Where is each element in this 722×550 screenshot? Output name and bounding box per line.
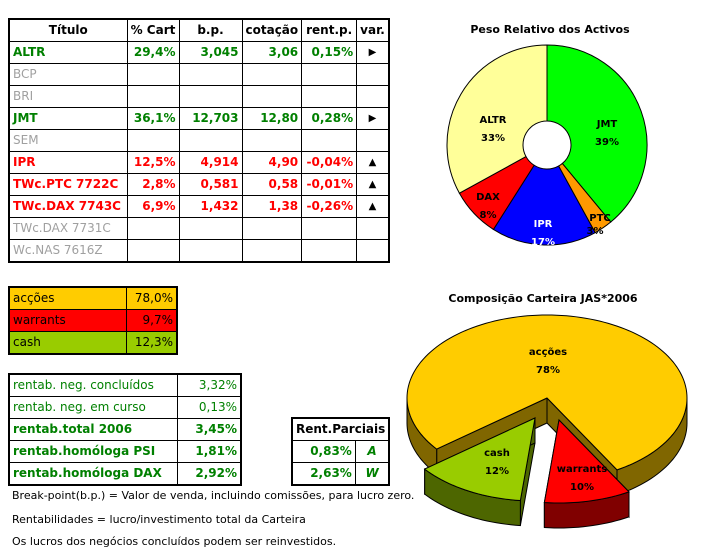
table-row: BCP bbox=[8, 63, 390, 86]
cell-bp: 12,703 bbox=[178, 107, 243, 130]
cell-cart: 29,4% bbox=[126, 41, 180, 64]
pie-slice-dax bbox=[458, 155, 535, 231]
slice-label: cash bbox=[484, 448, 510, 459]
allocation-table: acções 78,0% warrants 9,7% cash 12,3% bbox=[8, 286, 178, 355]
rentability-value: 3,32% bbox=[176, 373, 242, 397]
rentability-value: 1,81% bbox=[176, 440, 242, 463]
allocation-value: 78,0% bbox=[125, 286, 178, 310]
cell-bp bbox=[178, 239, 243, 263]
partial-returns-table: Rent.Parciais 0,83% A 2,63% W bbox=[291, 417, 391, 486]
allocation-label: cash bbox=[8, 331, 127, 355]
slice-percent: 12% bbox=[485, 466, 509, 477]
table-row: BRI bbox=[8, 85, 390, 108]
partial-value: 2,63% bbox=[291, 462, 356, 486]
rentability-label: rentab.homóloga DAX bbox=[8, 462, 178, 486]
slice-percent: 78% bbox=[536, 365, 560, 376]
rentability-table: rentab. neg. concluídos 3,32% rentab. neg.… bbox=[8, 373, 242, 486]
rentability-row: rentab.homóloga PSI 1,81% bbox=[8, 440, 242, 463]
slice-label: PTC bbox=[589, 213, 611, 224]
rentability-row: rentab. neg. em curso 0,13% bbox=[8, 396, 242, 419]
slice-label: warrants bbox=[557, 464, 607, 475]
allocation-row: cash 12,3% bbox=[8, 331, 178, 355]
rentability-label: rentab.homóloga PSI bbox=[8, 440, 178, 463]
slice-percent: 10% bbox=[570, 482, 594, 493]
table-row: SEM bbox=[8, 129, 390, 152]
rentability-label: rentab.total 2006 bbox=[8, 418, 178, 441]
pie3d-slice-cash bbox=[423, 417, 536, 527]
slice-label: IPR bbox=[534, 219, 553, 230]
allocation-label: acções bbox=[8, 286, 127, 310]
slice-percent: 8% bbox=[480, 210, 497, 221]
slice-label: JMT bbox=[596, 119, 618, 130]
slice-percent: 39% bbox=[595, 137, 619, 148]
column-header: rent.p. bbox=[301, 18, 358, 42]
cell-bp: 0,581 bbox=[178, 173, 243, 196]
rentability-row: rentab. neg. concluídos 3,32% bbox=[8, 373, 242, 397]
partial-row: 2,63% W bbox=[291, 462, 390, 486]
allocation-value: 9,7% bbox=[125, 309, 178, 332]
security-title: Wc.NAS 7616Z bbox=[8, 239, 128, 263]
cell-cot: 3,06 bbox=[241, 41, 303, 64]
allocation-row: warrants 9,7% bbox=[8, 309, 178, 332]
rentability-value: 3,45% bbox=[176, 418, 242, 441]
allocation-label: warrants bbox=[8, 309, 127, 332]
rentability-row: rentab.total 2006 3,45% bbox=[8, 418, 242, 441]
variation-icon bbox=[356, 217, 390, 240]
slice-percent: 3% bbox=[587, 226, 604, 237]
partial-tag: W bbox=[354, 462, 390, 486]
cell-cart: 6,9% bbox=[126, 195, 180, 218]
cell-rent: 0,15% bbox=[301, 41, 358, 64]
security-title: TWc.DAX 7731C bbox=[8, 217, 128, 240]
table-row: Wc.NAS 7616Z bbox=[8, 239, 390, 263]
slice-label: acções bbox=[529, 347, 567, 358]
partial-row: 0,83% A bbox=[291, 440, 390, 463]
chart-title: Composição Carteira JAS*2006 bbox=[448, 292, 638, 305]
allocation-row: acções 78,0% bbox=[8, 286, 178, 310]
cell-bp: 4,914 bbox=[178, 151, 243, 174]
pie-slice-jmt bbox=[546, 44, 648, 223]
pie-slice-ipr bbox=[492, 164, 596, 246]
column-header: b.p. bbox=[178, 18, 243, 42]
slice-percent: 33% bbox=[481, 133, 505, 144]
rentability-row: rentab.homóloga DAX 2,92% bbox=[8, 462, 242, 486]
slice-percent: 17% bbox=[531, 237, 555, 248]
cell-rent: 0,28% bbox=[301, 107, 358, 130]
variation-icon bbox=[356, 239, 390, 263]
partial-tag: A bbox=[354, 440, 390, 463]
note-reinvest: Os lucros dos negócios concluídos podem … bbox=[12, 535, 337, 548]
column-header: % Cart bbox=[126, 18, 180, 42]
pie3d-slice-warrants bbox=[543, 418, 630, 529]
cell-bp bbox=[178, 217, 243, 240]
chart-title: Peso Relativo dos Activos bbox=[470, 23, 630, 36]
column-header: var. bbox=[356, 18, 390, 42]
holdings-table: Título% Cart b.p. cotação rent.p. var. ALTR 29… bbox=[8, 18, 390, 263]
note-break-point: Break-point(b.p.) = Valor de venda, incl… bbox=[12, 489, 415, 502]
note-rentabilidades: Rentabilidades = lucro/investimento tota… bbox=[12, 513, 306, 526]
security-title: BCP bbox=[8, 63, 128, 86]
cell-cot: 12,80 bbox=[241, 107, 303, 130]
slice-label: DAX bbox=[476, 192, 500, 203]
partial-value: 0,83% bbox=[291, 440, 356, 463]
slice-label: ALTR bbox=[480, 115, 507, 126]
table-row: ALTR 29,4% 3,045 3,06 0,15% ▶ bbox=[8, 41, 390, 64]
partial-returns-header: Rent.Parciais bbox=[291, 417, 390, 441]
table-row: IPR 12,5% 4,914 4,90 -0,04% ▲ bbox=[8, 151, 390, 174]
allocation-value: 12,3% bbox=[125, 331, 178, 355]
rentability-value: 2,92% bbox=[176, 462, 242, 486]
pie-slice-altr bbox=[446, 44, 548, 194]
table-row: TWc.DAX 7731C bbox=[8, 217, 390, 240]
